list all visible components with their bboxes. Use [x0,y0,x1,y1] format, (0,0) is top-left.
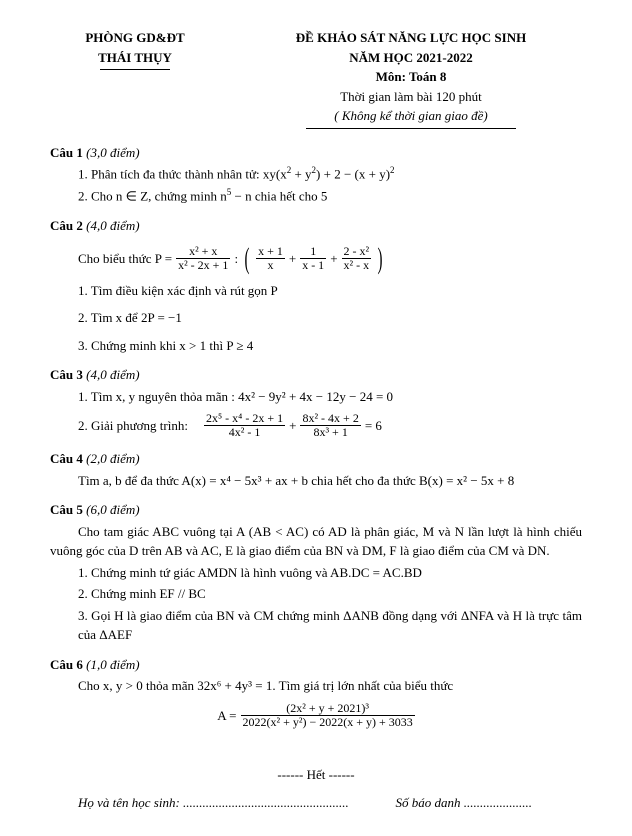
frac: x + 1 x [256,245,285,272]
q1-points: (3,0 điểm) [86,145,139,160]
q1-item2: 2. Cho n ∈ Z, chứng minh n5 − n chia hết… [78,186,582,206]
q5-item1: 1. Chứng minh tứ giác AMDN là hình vuông… [78,563,582,583]
q2-item1: 1. Tìm điều kiện xác định và rút gọn P [78,281,582,301]
exam-header: PHÒNG GD&ĐT THÁI THỤY ĐỀ KHẢO SÁT NĂNG L… [50,28,582,129]
dept-line2: THÁI THỤY [50,48,220,68]
frac: 2 - x² x² - x [342,245,372,272]
q2-head: Câu 2 (4,0 điểm) [50,216,582,236]
title-block: ĐỀ KHẢO SÁT NĂNG LỰC HỌC SINH NĂM HỌC 20… [240,28,582,129]
eq: = 6 [365,416,382,436]
frac: 1 x - 1 [300,245,326,272]
school-year: NĂM HỌC 2021-2022 [240,48,582,68]
q1-label: Câu 1 [50,145,83,160]
q5-label: Câu 5 [50,502,83,517]
candidate-id: Số báo danh ..................... [396,793,533,813]
frac: 8x² - 4x + 2 8x³ + 1 [300,412,360,439]
end-marker: ------ Hết ------ [50,765,582,785]
q5-item2: 2. Chứng minh EF // BC [78,584,582,604]
q6-label: Câu 6 [50,657,83,672]
footer: ------ Hết ------ [50,765,582,785]
q3-points: (4,0 điểm) [86,367,139,382]
q4-label: Câu 4 [50,451,83,466]
q4-text: Tìm a, b để đa thức A(x) = x⁴ − 5x³ + ax… [78,471,582,491]
q6-A-label: A = [217,706,236,726]
duration: Thời gian làm bài 120 phút [240,87,582,107]
q5-item3: 3. Gọi H là giao điểm của BN và CM chứng… [78,606,582,645]
divider [306,128,516,129]
q2-label: Câu 2 [50,218,83,233]
q2-points: (4,0 điểm) [86,218,139,233]
q5-head: Câu 5 (6,0 điểm) [50,500,582,520]
divider [100,69,170,70]
q2-item3: 3. Chứng minh khi x > 1 thì P ≥ 4 [78,336,582,356]
q4-points: (2,0 điểm) [86,451,139,466]
dept-line1: PHÒNG GD&ĐT [50,28,220,48]
q3-item2: 2. Giải phương trình: 2x⁵ - x⁴ - 2x + 1 … [78,412,582,439]
q6-head: Câu 6 (1,0 điểm) [50,655,582,675]
frac: 2x⁵ - x⁴ - 2x + 1 4x² - 1 [204,412,285,439]
q3-item1: 1. Tìm x, y nguyên thỏa mãn : 4x² − 9y² … [78,387,582,407]
student-name: Họ và tên học sinh: ....................… [78,793,349,813]
q3-i2-label: 2. Giải phương trình: [78,416,188,436]
department-block: PHÒNG GD&ĐT THÁI THỤY [50,28,220,129]
q6-paragraph: Cho x, y > 0 thỏa mãn 32x⁶ + 4y³ = 1. Tì… [78,676,582,696]
q2-item2: 2. Tìm x để 2P = −1 [78,308,582,328]
subject: Môn: Toán 8 [240,67,582,87]
doc-title: ĐỀ KHẢO SÁT NĂNG LỰC HỌC SINH [240,28,582,48]
q1-head: Câu 1 (3,0 điểm) [50,143,582,163]
frac: x² + x x² - 2x + 1 [176,245,230,272]
q3-head: Câu 3 (4,0 điểm) [50,365,582,385]
q4-head: Câu 4 (2,0 điểm) [50,449,582,469]
q6-expression: A = (2x² + y + 2021)³ 2022(x² + y²) − 20… [50,702,582,729]
q5-points: (6,0 điểm) [86,502,139,517]
note: ( Không kể thời gian giao đề) [240,106,582,126]
q5-paragraph: Cho tam giác ABC vuông tại A (AB < AC) c… [50,522,582,561]
q6-points: (1,0 điểm) [86,657,139,672]
q3-label: Câu 3 [50,367,83,382]
frac: (2x² + y + 2021)³ 2022(x² + y²) − 2022(x… [241,702,415,729]
signature-row: Họ và tên học sinh: ....................… [78,793,532,813]
q2-expr-label: Cho biểu thức P = [78,249,172,269]
q1-item1: 1. Phân tích đa thức thành nhân tử: xy(x… [78,164,582,184]
q2-expression: Cho biểu thức P = x² + x x² - 2x + 1 : (… [78,245,582,272]
